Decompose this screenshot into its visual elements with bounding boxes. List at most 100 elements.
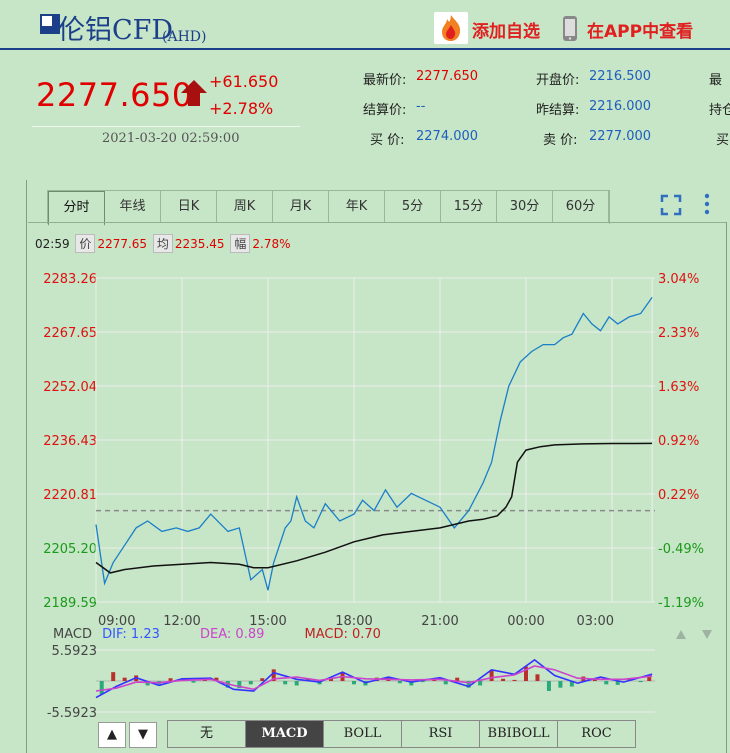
macd-bar <box>512 679 517 681</box>
indicator-scroll-icons[interactable] <box>675 628 713 642</box>
macd-bar <box>294 681 299 686</box>
x-tick-label: 18:00 <box>335 614 372 628</box>
view-in-app-button[interactable]: 在APP中查看 <box>587 22 694 42</box>
x-tick-label: 09:00 <box>98 614 135 628</box>
macd-bar <box>615 681 620 685</box>
y-right-tick-label: -0.49% <box>658 542 704 557</box>
info-avg: 2235.45 <box>174 237 225 251</box>
macd-bar <box>558 681 563 688</box>
price-change: +61.650 <box>209 72 279 91</box>
info-avg-tag: 均 <box>152 234 173 253</box>
macd-bar <box>638 681 643 683</box>
y-right-tick-label: 0.92% <box>658 434 699 449</box>
y-tick-label: 2205.20 <box>43 542 97 557</box>
macd-bar <box>604 681 609 685</box>
up-arrow-icon <box>181 80 207 106</box>
tab-nianxian[interactable]: 年线 <box>105 191 161 223</box>
field-label-ask: 卖 价: <box>543 133 578 148</box>
tab-fenshi[interactable]: 分时 <box>48 191 105 226</box>
field-value-ask: 2277.000 <box>589 129 652 144</box>
macd-bar <box>168 678 173 681</box>
macd-bar <box>145 681 150 686</box>
field-label-last: 最新价: <box>363 73 407 88</box>
tab-30min[interactable]: 30分 <box>497 191 553 223</box>
tab-week-k[interactable]: 周K <box>217 191 273 223</box>
tab-year-k[interactable]: 年K <box>329 191 385 223</box>
macd-bar <box>237 681 242 689</box>
instrument-flag-icon <box>40 14 60 34</box>
indicator-dea: DEA: 0.89 <box>200 627 265 642</box>
y-tick-label: 2283.26 <box>43 272 97 287</box>
indicator-dif: DIF: 1.23 <box>102 627 160 642</box>
crosshair-info: 02:59 价 2277.65 均 2235.45 幅 2.78% <box>35 234 291 253</box>
macd-bar <box>271 669 276 681</box>
indicator-tab-roc[interactable]: ROC <box>558 721 635 747</box>
indicator-tab-none[interactable]: 无 <box>168 721 246 747</box>
indicator-up-button[interactable]: ▲ <box>98 722 126 748</box>
y-right-tick-label: 1.63% <box>658 380 699 395</box>
fullscreen-icon[interactable] <box>660 194 682 216</box>
macd-bar <box>283 681 288 685</box>
x-tick-label: 15:00 <box>249 614 286 628</box>
field-value-prev-settle: 2216.000 <box>589 99 652 114</box>
field-value-bid: 2274.000 <box>416 129 479 144</box>
instrument-subtitle: (AHD) <box>162 29 207 45</box>
field-label-open-interest: 持仓 <box>709 103 730 118</box>
y-tick-label: 2267.65 <box>43 326 97 341</box>
dif-line <box>95 658 653 699</box>
x-tick-label: 21:00 <box>421 614 458 628</box>
macd-bar <box>443 681 448 685</box>
intraday-chart[interactable]: 2283.26 3.04% 2267.65 2.33% 2252.04 1.63% 2236… <box>0 262 730 628</box>
dea-line <box>95 665 653 692</box>
indicator-tab-rsi[interactable]: RSI <box>402 721 480 747</box>
phone-icon[interactable] <box>562 15 578 42</box>
info-pct-tag: 幅 <box>230 234 251 253</box>
more-options-icon[interactable] <box>702 192 712 216</box>
macd-bar <box>352 681 356 685</box>
macd-bar <box>99 681 104 695</box>
field-value-settle: -- <box>416 99 426 114</box>
macd-bar <box>546 681 551 691</box>
macd-chart[interactable]: 5.5923 -5.5923 <box>0 628 730 718</box>
field-label-bid: 买 价: <box>370 133 405 148</box>
fire-icon[interactable] <box>434 12 468 44</box>
macd-bar <box>111 672 116 681</box>
indicator-tab-macd[interactable]: MACD <box>246 721 324 747</box>
indicator-name: MACD <box>53 627 92 642</box>
tab-15min[interactable]: 15分 <box>441 191 497 223</box>
macd-bar <box>535 674 540 681</box>
macd-bar <box>466 681 471 688</box>
y-right-tick-label: 2.33% <box>658 326 699 341</box>
info-price-tag: 价 <box>75 234 96 253</box>
macd-bar <box>524 666 528 681</box>
y-tick-label: 2252.04 <box>43 380 97 395</box>
indicator-tab-boll[interactable]: BOLL <box>324 721 402 747</box>
x-tick-label: 00:00 <box>507 614 544 628</box>
last-price: 2277.650 <box>36 76 193 114</box>
field-label-bid-vol: 买 <box>716 133 730 148</box>
macd-bar <box>122 677 127 681</box>
y-right-tick-label: -1.19% <box>658 596 704 611</box>
indicator-down-button[interactable]: ▼ <box>129 722 157 748</box>
macd-bar <box>478 681 483 686</box>
macd-bar <box>409 681 414 686</box>
add-watchlist-button[interactable]: 添加自选 <box>472 22 540 42</box>
tabs-baseline <box>28 222 726 223</box>
macd-bar <box>489 669 494 681</box>
average-line <box>95 442 653 574</box>
field-value-last: 2277.650 <box>416 69 479 84</box>
tab-day-k[interactable]: 日K <box>161 191 217 223</box>
macd-bar <box>214 677 219 681</box>
macd-bar <box>260 678 265 681</box>
indicator-tab-bbiboll[interactable]: BBIBOLL <box>480 721 558 747</box>
macd-bar <box>647 677 652 681</box>
indicator-tabs: 无 MACD BOLL RSI BBIBOLL ROC <box>167 720 636 748</box>
tab-60min[interactable]: 60分 <box>553 191 609 223</box>
tab-month-k[interactable]: 月K <box>273 191 329 223</box>
price-change-percent: +2.78% <box>209 99 274 118</box>
field-label-prev-settle: 昨结算: <box>536 103 580 118</box>
quote-divider <box>32 126 300 127</box>
macd-bar <box>202 679 207 681</box>
tab-5min[interactable]: 5分 <box>385 191 441 223</box>
info-price: 2277.65 <box>97 237 148 251</box>
